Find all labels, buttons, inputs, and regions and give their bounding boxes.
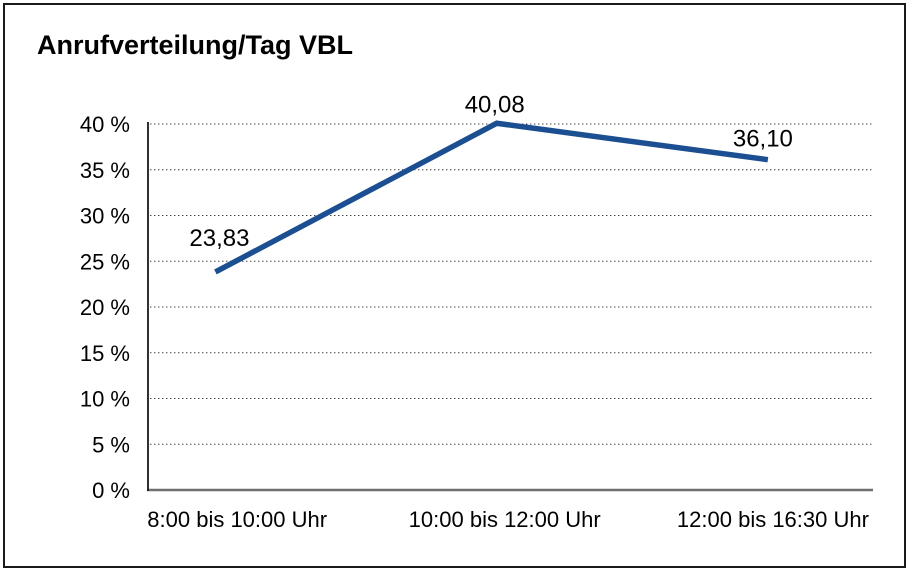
y-tick-label: 20 % [80, 295, 130, 320]
y-tick-label: 25 % [80, 249, 130, 274]
chart-title: Anrufverteilung/Tag VBL [37, 30, 354, 60]
y-tick-label: 5 % [92, 432, 130, 457]
y-tick-label: 10 % [80, 387, 130, 412]
data-point-label: 36,10 [733, 126, 793, 153]
y-tick-label: 40 % [80, 112, 130, 137]
chart-frame [3, 3, 906, 568]
x-category-label: 12:00 bis 16:30 Uhr [677, 507, 869, 532]
data-point-label: 23,83 [189, 225, 249, 252]
x-category-label: 10:00 bis 12:00 Uhr [409, 507, 601, 532]
y-tick-label: 0 % [92, 478, 130, 503]
data-line [214, 120, 769, 275]
data-point-label: 40,08 [465, 91, 525, 118]
y-tick-label: 15 % [80, 341, 130, 366]
x-category-label: 8:00 bis 10:00 Uhr [147, 507, 327, 532]
y-tick-label: 35 % [80, 158, 130, 183]
y-tick-label: 30 % [80, 204, 130, 229]
